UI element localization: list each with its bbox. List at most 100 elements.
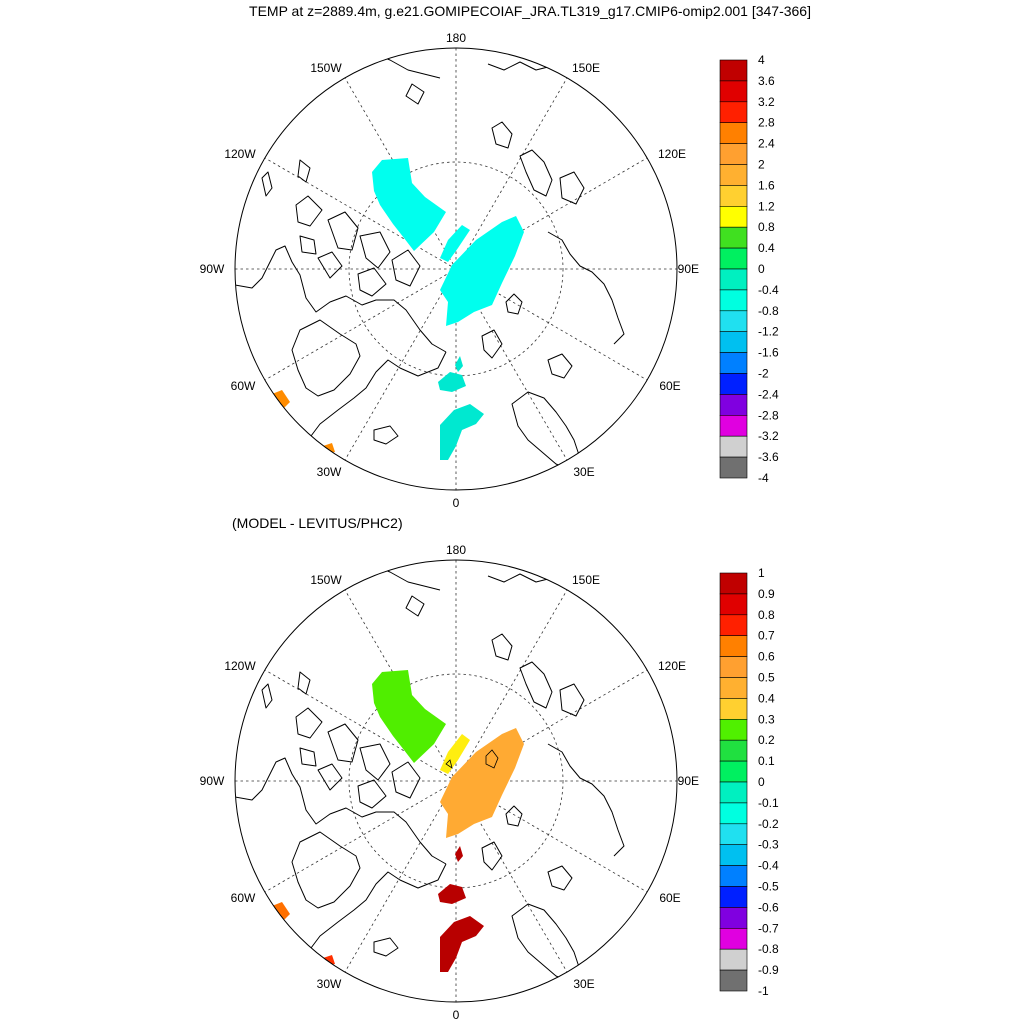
bottom-colorbar-label: -1: [758, 984, 769, 998]
top-polar-map: 180 150W 150E 120W 120E 90W 90E 60W 60E …: [200, 31, 699, 510]
label-120e: 120E: [658, 659, 686, 673]
bottom-colorbar-label: 0.9: [758, 587, 775, 601]
top-colorbar-label: 4: [758, 53, 765, 67]
label-150w: 150W: [310, 61, 342, 75]
data-patch-greenland-sea-north: [438, 372, 466, 392]
label-30e: 30E: [573, 465, 594, 479]
top-colorbar-box: [719, 456, 748, 479]
bottom-colorbar-box: [719, 907, 748, 929]
temperature-field: [272, 158, 524, 460]
top-colorbar-label: 0.4: [758, 241, 775, 255]
difference-title: (MODEL - LEVITUS/PHC2): [232, 515, 403, 531]
data-patch-lomonosov: [440, 225, 470, 262]
top-colorbar-label: -0.4: [758, 283, 779, 297]
bottom-colorbar-box: [719, 656, 748, 678]
bottom-colorbar-box: [719, 593, 748, 616]
label-90e: 90E: [678, 774, 699, 788]
top-colorbar-box: [719, 101, 748, 123]
bottom-colorbar-label: -0.2: [758, 817, 779, 831]
top-colorbar-label: -2: [758, 367, 769, 381]
top-colorbar-box: [719, 143, 748, 165]
bottom-colorbar-box: [719, 927, 748, 950]
bottom-colorbar-box: [719, 760, 748, 783]
top-colorbar-box: [719, 226, 748, 249]
coastlines: [235, 51, 625, 471]
bottom-colorbar-label: 0.3: [758, 712, 775, 726]
top-colorbar-label: -3.6: [758, 450, 779, 464]
label-60w: 60W: [231, 891, 256, 905]
top-colorbar-label: 0: [758, 262, 765, 276]
top-colorbar-box: [719, 435, 748, 458]
bottom-colorbar-label: 0.5: [758, 671, 775, 685]
bottom-colorbar-box: [719, 802, 748, 825]
label-60w: 60W: [231, 379, 256, 393]
label-60e: 60E: [659, 891, 680, 905]
bottom-colorbar: 1 0.9 0.8 0.7 0.6 0.5 0.4 0.3 0.2 0.1 0 -0.1 -0.2 -0.…: [719, 566, 779, 998]
top-colorbar-label: 1.2: [758, 199, 775, 213]
bottom-colorbar-label: -0.8: [758, 942, 779, 956]
label-120e: 120E: [658, 147, 686, 161]
bottom-colorbar-box: [719, 948, 748, 971]
top-colorbar-box: [719, 373, 748, 395]
top-colorbar-box: [719, 185, 748, 207]
bottom-colorbar-label: 0.4: [758, 691, 775, 705]
bottom-colorbar-label: -0.7: [758, 921, 779, 935]
data-patch-greenland-sea-south: [440, 404, 484, 460]
top-colorbar-box: [719, 164, 748, 186]
bottom-colorbar-box: [719, 739, 748, 762]
bottom-colorbar-label: 0: [758, 775, 765, 789]
bottom-colorbar-label: -0.6: [758, 900, 779, 914]
bottom-colorbar-box: [719, 572, 748, 595]
top-colorbar-box: [719, 80, 748, 103]
data-patch-labrador: [272, 390, 290, 408]
top-colorbar-box: [719, 122, 748, 144]
diff-patch-greenland-sea-south: [440, 916, 484, 972]
diff-patch-canada-basin: [372, 670, 446, 763]
top-colorbar-box: [719, 247, 748, 270]
main-title: TEMP at z=2889.4m, g.e21.GOMIPECOIAF_JRA…: [249, 3, 811, 19]
bottom-colorbar-label: -0.4: [758, 859, 779, 873]
diff-patch-fram: [455, 846, 463, 862]
top-colorbar-label: 3.2: [758, 95, 775, 109]
longitude-labels: 180 150W 150E 120W 120E 90W 90E 60W 60E …: [200, 31, 699, 510]
bottom-colorbar-label: -0.3: [758, 838, 779, 852]
top-colorbar-box: [719, 414, 748, 437]
bottom-colorbar-label: 1: [758, 566, 765, 580]
bottom-colorbar-label: 0.2: [758, 733, 775, 747]
data-patch-eurasian-basin: [440, 216, 524, 326]
top-colorbar-label: -4: [758, 471, 769, 485]
top-colorbar-label: -2.8: [758, 408, 779, 422]
contour-lines: [445, 749, 499, 769]
bottom-colorbar-box: [719, 635, 748, 657]
top-colorbar-label: -3.2: [758, 429, 779, 443]
bottom-colorbar-box: [719, 781, 748, 804]
top-colorbar-label: 0.8: [758, 220, 775, 234]
top-colorbar-box: [719, 206, 748, 228]
top-colorbar-label: -2.4: [758, 387, 779, 401]
data-patch-canada-basin: [372, 158, 446, 251]
bottom-colorbar-label: -0.5: [758, 880, 779, 894]
label-120w: 120W: [224, 659, 256, 673]
top-colorbar-box: [719, 289, 748, 312]
bottom-colorbar-label: -0.1: [758, 796, 779, 810]
bottom-colorbar-box: [719, 886, 748, 908]
label-90w: 90W: [200, 262, 225, 276]
diff-patch-labrador: [272, 902, 290, 920]
bottom-colorbar-label: 0.6: [758, 650, 775, 664]
bottom-colorbar-label: 0.8: [758, 608, 775, 622]
top-colorbar-box: [719, 394, 748, 416]
label-180: 180: [446, 31, 466, 45]
top-colorbar-label: -0.8: [758, 304, 779, 318]
bottom-colorbar-box: [719, 844, 748, 866]
top-colorbar: 4 3.6 3.2 2.8 2.4 2 1.6 1.2 0.8 0.4 0 -0.4 -0.8 -1.2 -…: [719, 53, 779, 485]
label-150w: 150W: [310, 573, 342, 587]
diff-patch-lomonosov: [440, 734, 470, 774]
bottom-colorbar-label: -0.9: [758, 963, 779, 977]
top-colorbar-box: [719, 310, 748, 332]
top-colorbar-label: -1.2: [758, 325, 779, 339]
bottom-colorbar-box: [719, 969, 748, 992]
label-120w: 120W: [224, 147, 256, 161]
top-colorbar-label: 2.8: [758, 116, 775, 130]
top-colorbar-label: 2: [758, 158, 765, 172]
data-patch-fram: [455, 356, 463, 372]
